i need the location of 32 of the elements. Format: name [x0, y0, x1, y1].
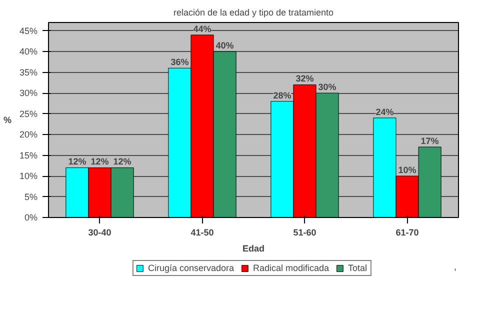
y-tick-label: 5%	[24, 192, 38, 202]
chart-title: relación de la edad y tipo de tratamiento	[173, 8, 334, 18]
x-tick-label: 51-60	[293, 228, 316, 238]
y-tick-label: 25%	[19, 108, 38, 119]
x-tick-label: 61-70	[396, 228, 419, 238]
y-tick-label: 20%	[19, 130, 38, 140]
data-label: 32%	[296, 74, 314, 84]
y-axis-title: %	[3, 115, 12, 125]
data-label: 30%	[318, 82, 336, 92]
data-label: 40%	[216, 40, 234, 51]
data-label: 12%	[68, 156, 86, 167]
y-tick-label: 0%	[24, 212, 38, 222]
data-label: 28%	[273, 90, 292, 100]
legend-label: Cirugía conservadora	[148, 263, 234, 273]
x-tick-label: 41-50	[190, 228, 214, 238]
data-label: 44%	[193, 24, 212, 34]
data-label: 12%	[113, 156, 132, 167]
x-axis-title: Edad	[242, 244, 265, 254]
y-tick-label: 45%	[19, 26, 38, 36]
data-label: 12%	[90, 156, 109, 167]
y-tick-label: 30%	[19, 88, 38, 98]
data-label: 24%	[376, 106, 394, 117]
y-tick-label: 35%	[19, 67, 38, 78]
legend-label: Radical modificada	[253, 263, 330, 273]
data-label: 17%	[420, 136, 439, 146]
legend-label: Total	[348, 263, 368, 273]
data-label: 10%	[398, 165, 416, 176]
y-tick-label: 10%	[19, 171, 38, 182]
y-tick-label: 40%	[19, 46, 38, 57]
data-label: 36%	[170, 57, 189, 68]
y-tick-label: 15%	[19, 150, 38, 160]
x-tick-label: 30-40	[88, 228, 112, 238]
